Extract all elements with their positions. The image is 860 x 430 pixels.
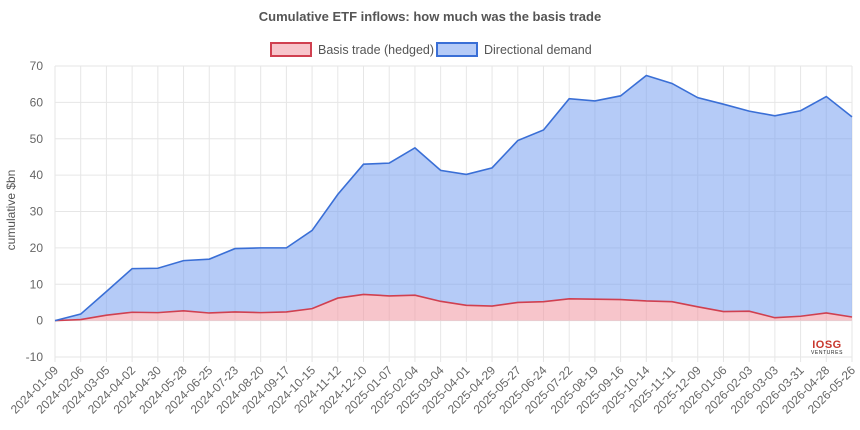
watermark-subtext: VENTURES <box>811 350 843 356</box>
basis-trade-point[interactable] <box>644 298 649 303</box>
basis-trade-point[interactable] <box>490 304 495 309</box>
basis-trade-point[interactable] <box>695 304 700 309</box>
directional-demand-point[interactable] <box>438 168 443 173</box>
directional-demand-point[interactable] <box>592 98 597 103</box>
y-tick-label: 50 <box>30 132 44 146</box>
y-axis-title: cumulative $bn <box>4 170 18 251</box>
basis-trade-point[interactable] <box>258 310 263 315</box>
directional-demand-point[interactable] <box>798 108 803 113</box>
basis-trade-point[interactable] <box>515 300 520 305</box>
directional-demand-point[interactable] <box>824 94 829 99</box>
directional-demand-point[interactable] <box>361 162 366 167</box>
directional-demand-point[interactable] <box>258 245 263 250</box>
directional-demand-point[interactable] <box>155 266 160 271</box>
directional-demand-point[interactable] <box>310 228 315 233</box>
basis-trade-area <box>55 294 852 321</box>
basis-trade-point[interactable] <box>541 299 546 304</box>
basis-trade-point[interactable] <box>721 309 726 314</box>
directional-demand-point[interactable] <box>850 114 855 119</box>
basis-trade-point[interactable] <box>464 303 469 308</box>
y-tick-label: 30 <box>30 205 44 219</box>
directional-demand-point[interactable] <box>747 109 752 114</box>
basis-trade-point[interactable] <box>412 293 417 298</box>
directional-demand-point[interactable] <box>78 312 83 317</box>
directional-demand-point[interactable] <box>130 266 135 271</box>
y-tick-label: 60 <box>30 95 44 109</box>
directional-demand-point[interactable] <box>721 102 726 107</box>
directional-demand-point[interactable] <box>644 73 649 78</box>
y-tick-label: 20 <box>30 241 44 255</box>
directional-demand-point[interactable] <box>412 145 417 150</box>
basis-trade-point[interactable] <box>155 310 160 315</box>
basis-trade-point[interactable] <box>670 299 675 304</box>
watermark-logo: IOSG VENTURES <box>811 339 843 356</box>
legend-label-directional-demand[interactable]: Directional demand <box>484 43 592 57</box>
y-axis-ticks: -10 0 10 20 30 40 50 60 70 <box>26 59 44 364</box>
basis-trade-point[interactable] <box>284 309 289 314</box>
directional-demand-point[interactable] <box>567 96 572 101</box>
directional-demand-point[interactable] <box>53 318 58 323</box>
basis-trade-point[interactable] <box>310 306 315 311</box>
directional-demand-point[interactable] <box>387 161 392 166</box>
basis-trade-point[interactable] <box>618 297 623 302</box>
directional-demand-point[interactable] <box>695 95 700 100</box>
basis-trade-point[interactable] <box>438 299 443 304</box>
chart-title: Cumulative ETF inflows: how much was the… <box>259 9 601 24</box>
basis-trade-point[interactable] <box>104 313 109 318</box>
y-tick-label: 0 <box>36 314 43 328</box>
y-tick-label: -10 <box>26 350 44 364</box>
basis-trade-point[interactable] <box>232 309 237 314</box>
directional-demand-point[interactable] <box>104 289 109 294</box>
legend[interactable]: Basis trade (hedged) Directional demand <box>270 42 592 57</box>
series-layer <box>53 73 855 323</box>
legend-label-basis-trade[interactable]: Basis trade (hedged) <box>318 43 434 57</box>
basis-trade-point[interactable] <box>78 317 83 322</box>
directional-demand-line <box>54 74 853 322</box>
directional-demand-point[interactable] <box>541 128 546 133</box>
legend-swatch-directional-demand[interactable] <box>436 42 478 57</box>
directional-demand-point[interactable] <box>335 192 340 197</box>
basis-trade-point[interactable] <box>181 308 186 313</box>
directional-demand-point[interactable] <box>464 172 469 177</box>
basis-trade-point[interactable] <box>747 309 752 314</box>
directional-demand-point[interactable] <box>670 81 675 86</box>
directional-demand-area <box>55 75 852 321</box>
directional-demand-point[interactable] <box>618 93 623 98</box>
directional-demand-point[interactable] <box>772 113 777 118</box>
basis-trade-point[interactable] <box>592 297 597 302</box>
basis-trade-point[interactable] <box>567 296 572 301</box>
basis-trade-point[interactable] <box>361 292 366 297</box>
directional-demand-point[interactable] <box>284 245 289 250</box>
basis-trade-point[interactable] <box>798 314 803 319</box>
y-tick-label: 70 <box>30 59 44 73</box>
watermark-text: IOSG <box>812 339 842 351</box>
basis-trade-point[interactable] <box>387 293 392 298</box>
directional-demand-point[interactable] <box>490 165 495 170</box>
directional-demand-point[interactable] <box>207 257 212 262</box>
basis-trade-line <box>54 293 853 322</box>
basis-trade-point[interactable] <box>130 310 135 315</box>
y-tick-label: 10 <box>30 277 44 291</box>
directional-demand-point[interactable] <box>515 138 520 143</box>
basis-trade-point[interactable] <box>772 315 777 320</box>
directional-demand-point[interactable] <box>181 258 186 263</box>
basis-trade-point[interactable] <box>335 296 340 301</box>
basis-trade-point[interactable] <box>207 310 212 315</box>
legend-swatch-basis-trade[interactable] <box>270 42 312 57</box>
basis-trade-point[interactable] <box>824 310 829 315</box>
directional-demand-point[interactable] <box>232 246 237 251</box>
x-axis-ticks: 2024-01-092024-02-062024-03-052024-04-02… <box>8 363 859 417</box>
y-tick-label: 40 <box>30 168 44 182</box>
basis-trade-point[interactable] <box>850 314 855 319</box>
